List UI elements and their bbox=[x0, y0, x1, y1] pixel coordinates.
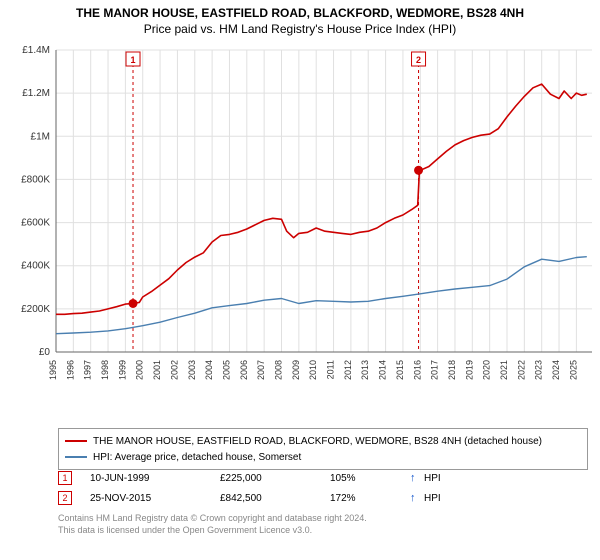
sale-row: 2 25-NOV-2015£842,500172%↑HPI bbox=[58, 488, 588, 508]
x-tick-label: 2002 bbox=[169, 360, 179, 380]
legend-item: HPI: Average price, detached house, Some… bbox=[65, 449, 581, 465]
title-sub: Price paid vs. HM Land Registry's House … bbox=[10, 22, 590, 36]
legend-item: THE MANOR HOUSE, EASTFIELD ROAD, BLACKFO… bbox=[65, 433, 581, 449]
y-tick-label: £0 bbox=[39, 347, 51, 358]
sale-marker-number: 1 bbox=[131, 55, 136, 65]
x-tick-label: 2009 bbox=[291, 360, 301, 380]
x-tick-label: 2022 bbox=[516, 360, 526, 380]
x-tick-label: 1995 bbox=[48, 360, 58, 380]
x-tick-label: 2015 bbox=[395, 360, 405, 380]
x-tick-label: 2008 bbox=[274, 360, 284, 380]
arrow-up-icon: ↑ bbox=[410, 472, 424, 484]
legend-swatch bbox=[65, 440, 87, 442]
x-tick-label: 2024 bbox=[551, 360, 561, 380]
sale-hpi-label: HPI bbox=[424, 473, 588, 484]
x-tick-label: 2019 bbox=[464, 360, 474, 380]
footer-line-2: This data is licensed under the Open Gov… bbox=[58, 524, 588, 536]
legend-swatch bbox=[65, 456, 87, 458]
x-tick-label: 2025 bbox=[568, 360, 578, 380]
x-tick-label: 2004 bbox=[204, 360, 214, 380]
y-tick-label: £1.4M bbox=[22, 45, 50, 56]
y-tick-label: £600K bbox=[21, 218, 50, 229]
sales-table: 1 10-JUN-1999£225,000105%↑HPI 2 25-NOV-2015… bbox=[58, 468, 588, 508]
y-tick-label: £800K bbox=[21, 174, 50, 185]
x-tick-label: 2006 bbox=[239, 360, 249, 380]
x-tick-label: 2016 bbox=[412, 360, 422, 380]
x-tick-label: 2005 bbox=[221, 360, 231, 380]
x-tick-label: 2012 bbox=[343, 360, 353, 380]
sale-date: 10-JUN-1999 bbox=[90, 473, 220, 484]
x-tick-label: 2003 bbox=[187, 360, 197, 380]
sale-price: £225,000 bbox=[220, 473, 330, 484]
sale-date: 25-NOV-2015 bbox=[90, 493, 220, 504]
line-chart: £0 £200K £400K £600K £800K £1M £1.2M £1.4M 1995 1… bbox=[0, 42, 600, 424]
x-tick-label: 1997 bbox=[83, 360, 93, 380]
y-tick-label: £200K bbox=[21, 304, 50, 315]
legend-label: THE MANOR HOUSE, EASTFIELD ROAD, BLACKFO… bbox=[93, 436, 542, 447]
x-tick-label: 2001 bbox=[152, 360, 162, 380]
sale-hpi-label: HPI bbox=[424, 493, 588, 504]
title-main: THE MANOR HOUSE, EASTFIELD ROAD, BLACKFO… bbox=[10, 6, 590, 20]
x-tick-label: 2007 bbox=[256, 360, 266, 380]
footer-line-1: Contains HM Land Registry data © Crown c… bbox=[58, 512, 588, 524]
x-tick-label: 2013 bbox=[360, 360, 370, 380]
x-tick-label: 1996 bbox=[65, 360, 75, 380]
chart-area: £0 £200K £400K £600K £800K £1M £1.2M £1.4M 1995 1… bbox=[0, 42, 600, 424]
sale-marker-number: 2 bbox=[416, 55, 421, 65]
sale-badge: 2 bbox=[58, 491, 72, 505]
x-tick-label: 2023 bbox=[534, 360, 544, 380]
sale-pct: 172% bbox=[330, 493, 410, 504]
x-tick-label: 2000 bbox=[135, 360, 145, 380]
x-tick-label: 2017 bbox=[430, 360, 440, 380]
legend: THE MANOR HOUSE, EASTFIELD ROAD, BLACKFO… bbox=[58, 428, 588, 470]
x-tick-label: 2014 bbox=[378, 360, 388, 380]
y-tick-label: £400K bbox=[21, 261, 50, 272]
sale-price: £842,500 bbox=[220, 493, 330, 504]
arrow-up-icon: ↑ bbox=[410, 492, 424, 504]
chart-container: THE MANOR HOUSE, EASTFIELD ROAD, BLACKFO… bbox=[0, 0, 600, 560]
sale-marker-dot bbox=[129, 299, 138, 308]
sale-badge: 1 bbox=[58, 471, 72, 485]
y-tick-label: £1.2M bbox=[22, 88, 50, 99]
legend-label: HPI: Average price, detached house, Some… bbox=[93, 452, 301, 463]
x-tick-label: 2020 bbox=[482, 360, 492, 380]
x-tick-label: 1999 bbox=[117, 360, 127, 380]
sale-pct: 105% bbox=[330, 473, 410, 484]
x-tick-label: 2021 bbox=[499, 360, 509, 380]
x-tick-label: 2018 bbox=[447, 360, 457, 380]
footer-attribution: Contains HM Land Registry data © Crown c… bbox=[58, 512, 588, 536]
x-tick-label: 2011 bbox=[326, 360, 336, 379]
x-tick-label: 2010 bbox=[308, 360, 318, 380]
title-block: THE MANOR HOUSE, EASTFIELD ROAD, BLACKFO… bbox=[0, 0, 600, 40]
x-tick-label: 1998 bbox=[100, 360, 110, 380]
sale-marker-dot bbox=[414, 166, 423, 175]
sale-row: 1 10-JUN-1999£225,000105%↑HPI bbox=[58, 468, 588, 488]
y-tick-label: £1M bbox=[31, 131, 50, 142]
